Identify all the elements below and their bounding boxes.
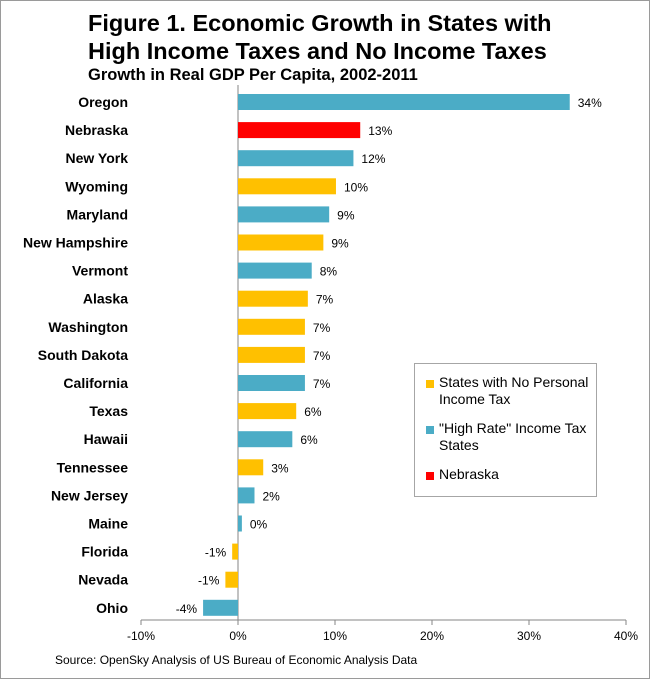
bar-maine — [238, 515, 242, 532]
bar-new-york — [238, 150, 354, 167]
x-tick-label: 0% — [229, 629, 247, 643]
category-label: New Hampshire — [23, 235, 128, 251]
category-label: New Jersey — [51, 487, 128, 503]
legend-swatch-nebraska — [426, 472, 434, 480]
data-label: 9% — [337, 208, 355, 222]
legend-label-nebraska: Nebraska — [439, 466, 499, 482]
data-label: -1% — [205, 546, 227, 560]
x-tick-label: 10% — [323, 629, 347, 643]
bar-hawaii — [238, 431, 293, 448]
data-label: 7% — [313, 377, 331, 391]
bar-vermont — [238, 262, 312, 279]
category-label: Tennessee — [57, 459, 129, 475]
bar-washington — [238, 318, 305, 335]
data-label: 13% — [368, 124, 392, 138]
bar-maryland — [238, 206, 330, 223]
data-label: 2% — [262, 489, 280, 503]
data-label: 12% — [361, 152, 385, 166]
category-label: Maine — [88, 516, 128, 532]
data-label: 0% — [250, 518, 268, 532]
data-label: 6% — [300, 433, 318, 447]
category-label: Washington — [48, 319, 128, 335]
category-label: Maryland — [67, 206, 128, 222]
legend-label-no-tax: States with No Personal Income Tax — [439, 374, 589, 407]
bar-wyoming — [238, 178, 336, 195]
category-label: California — [63, 375, 128, 391]
category-label: Wyoming — [65, 178, 128, 194]
category-label: Nevada — [78, 572, 128, 588]
data-label: 10% — [344, 180, 368, 194]
bar-nevada — [225, 571, 238, 588]
chart-title: Figure 1. Economic Growth in States with… — [88, 9, 568, 65]
data-label: 8% — [320, 265, 338, 279]
bar-nebraska — [238, 122, 361, 139]
bar-new-hampshire — [238, 234, 324, 251]
bar-california — [238, 375, 305, 391]
bar-alaska — [238, 290, 308, 307]
x-tick-label: 30% — [517, 629, 541, 643]
bar-oregon — [238, 94, 570, 110]
data-label: -1% — [198, 574, 220, 588]
category-label: Nebraska — [65, 122, 128, 138]
category-label: Florida — [81, 544, 128, 560]
category-label: Ohio — [96, 600, 128, 616]
bar-texas — [238, 403, 297, 420]
legend-swatch-no-tax — [426, 380, 434, 388]
bar-new-jersey — [238, 487, 255, 504]
chart-source-note: Source: OpenSky Analysis of US Bureau of… — [55, 653, 418, 667]
x-tick-label: -10% — [127, 629, 155, 643]
legend-label-high-rate: "High Rate" Income Tax States — [439, 420, 587, 453]
data-label: 7% — [313, 321, 331, 335]
category-label: Texas — [89, 403, 128, 419]
bar-ohio — [203, 599, 238, 616]
legend-swatch-high-rate — [426, 426, 434, 434]
category-label: Alaska — [83, 291, 128, 307]
chart-title-text: Figure 1. Economic Growth in States with… — [88, 10, 552, 64]
data-label: 3% — [271, 461, 289, 475]
bar-tennessee — [238, 459, 264, 476]
x-tick-label: 40% — [614, 629, 638, 643]
data-label: 7% — [313, 349, 331, 363]
category-label: Hawaii — [84, 431, 128, 447]
chart-subtitle: Growth in Real GDP Per Capita, 2002-2011 — [88, 66, 418, 84]
data-label: 6% — [304, 405, 322, 419]
data-label: 9% — [331, 237, 349, 251]
category-label: Vermont — [72, 263, 128, 279]
category-label: Oregon — [78, 94, 128, 110]
data-label: 7% — [316, 293, 334, 307]
category-label: South Dakota — [38, 347, 128, 363]
bar-florida — [232, 543, 238, 560]
chart-legend: States with No Personal Income Tax "High… — [414, 363, 597, 497]
category-label: New York — [65, 150, 128, 166]
bar-south-dakota — [238, 346, 305, 363]
x-tick-label: 20% — [420, 629, 444, 643]
data-label: 34% — [578, 96, 602, 110]
data-label: -4% — [176, 602, 198, 616]
